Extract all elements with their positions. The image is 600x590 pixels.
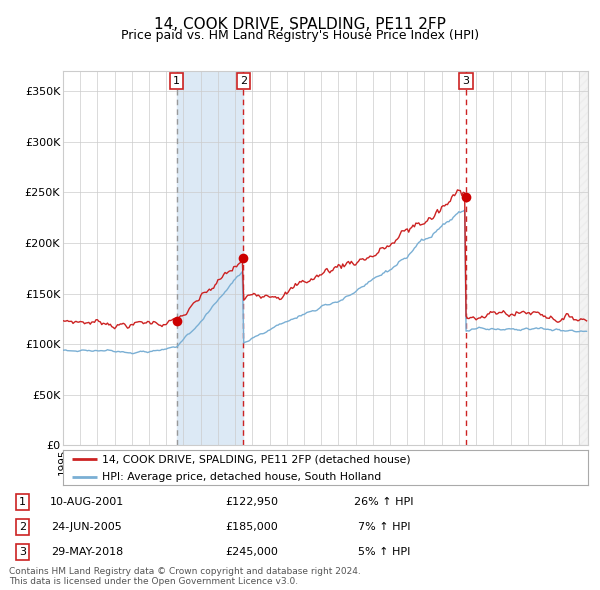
Text: 3: 3 xyxy=(19,547,26,556)
Text: 2: 2 xyxy=(240,76,247,86)
Text: £185,000: £185,000 xyxy=(226,522,278,532)
Text: £245,000: £245,000 xyxy=(226,547,278,556)
Bar xyxy=(580,71,588,445)
Text: 10-AUG-2001: 10-AUG-2001 xyxy=(50,497,124,507)
Text: 2: 2 xyxy=(19,522,26,532)
Text: 1: 1 xyxy=(173,76,180,86)
Text: 14, COOK DRIVE, SPALDING, PE11 2FP: 14, COOK DRIVE, SPALDING, PE11 2FP xyxy=(154,17,446,31)
Text: 14, COOK DRIVE, SPALDING, PE11 2FP (detached house): 14, COOK DRIVE, SPALDING, PE11 2FP (deta… xyxy=(103,454,411,464)
Text: 7% ↑ HPI: 7% ↑ HPI xyxy=(358,522,410,532)
Text: 1: 1 xyxy=(19,497,26,507)
Text: 5% ↑ HPI: 5% ↑ HPI xyxy=(358,547,410,556)
Text: 24-JUN-2005: 24-JUN-2005 xyxy=(52,522,122,532)
Text: 29-MAY-2018: 29-MAY-2018 xyxy=(51,547,123,556)
Bar xyxy=(177,71,244,445)
Text: Contains HM Land Registry data © Crown copyright and database right 2024.
This d: Contains HM Land Registry data © Crown c… xyxy=(9,567,361,586)
Text: Price paid vs. HM Land Registry's House Price Index (HPI): Price paid vs. HM Land Registry's House … xyxy=(121,30,479,42)
Text: £122,950: £122,950 xyxy=(226,497,278,507)
Text: HPI: Average price, detached house, South Holland: HPI: Average price, detached house, Sout… xyxy=(103,472,382,482)
Text: 3: 3 xyxy=(463,76,469,86)
Text: 26% ↑ HPI: 26% ↑ HPI xyxy=(354,497,414,507)
